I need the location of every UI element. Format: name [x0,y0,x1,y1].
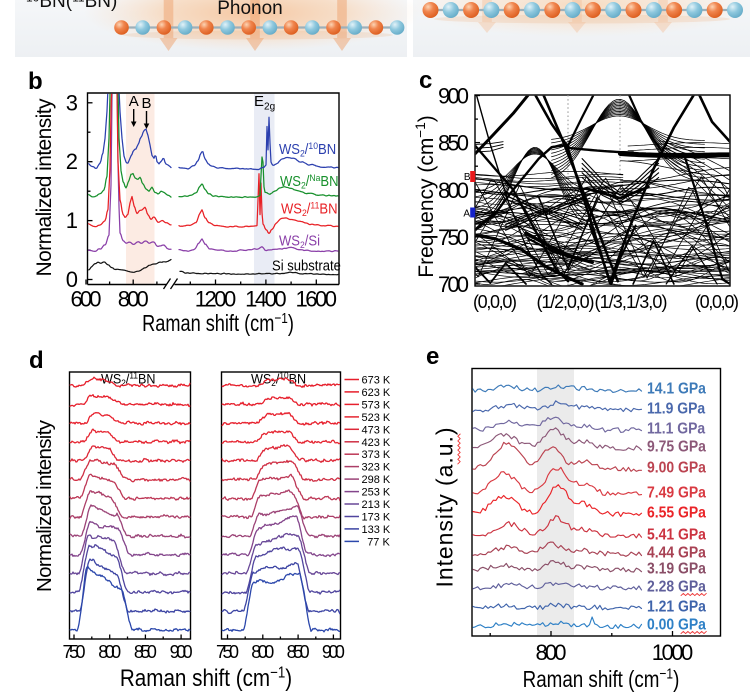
svg-text:523 K: 523 K [362,412,391,424]
svg-text:(0,0,0): (0,0,0) [695,292,739,312]
svg-text:800: 800 [536,640,567,665]
svg-text:Si substrate: Si substrate [272,258,341,274]
svg-text:Normalized intensity: Normalized intensity [33,98,56,277]
svg-text:900: 900 [170,642,193,662]
svg-text:2: 2 [66,149,78,174]
svg-text:573 K: 573 K [362,399,391,411]
svg-text:WS2/10BN: WS2/10BN [279,141,336,159]
svg-text:900: 900 [438,84,469,109]
svg-text:373 K: 373 K [362,449,391,461]
svg-text:3.19 GPa: 3.19 GPa [647,561,707,578]
svg-text:Raman shift (cm−1): Raman shift (cm−1) [523,665,680,692]
svg-text:850: 850 [287,642,310,662]
svg-text:A: A [463,209,470,220]
svg-text:900: 900 [322,642,345,662]
svg-text:1200: 1200 [195,287,237,312]
svg-text:750: 750 [216,642,239,662]
svg-text:6.55 GPa: 6.55 GPa [647,505,707,522]
svg-text:800: 800 [251,642,274,662]
svg-text:(1/3,1/3,0): (1/3,1/3,0) [595,292,668,312]
svg-text:800: 800 [98,642,121,662]
svg-text:1.21 GPa: 1.21 GPa [647,599,707,616]
svg-text:473 K: 473 K [362,424,391,436]
svg-text:Raman shift (cm−1): Raman shift (cm−1) [120,665,292,692]
svg-text:B: B [141,95,151,112]
svg-text:5.41 GPa: 5.41 GPa [647,527,707,544]
svg-text:14.1 GPa: 14.1 GPa [647,381,707,398]
svg-text:Phonon: Phonon [217,0,283,19]
svg-text:323 K: 323 K [362,462,391,474]
svg-text:750: 750 [63,642,86,662]
svg-text:133 K: 133 K [362,524,391,536]
svg-text:9.75 GPa: 9.75 GPa [647,439,707,456]
svg-text:Normalized intensity: Normalized intensity [33,419,56,592]
svg-text:(0,0,0): (0,0,0) [473,292,517,312]
svg-text:e: e [426,343,439,370]
svg-text:Frequency (cm−1): Frequency (cm−1) [413,115,438,277]
svg-text:Raman shift (cm−1): Raman shift (cm−1) [142,310,294,337]
svg-text:2.28 GPa: 2.28 GPa [647,579,707,596]
svg-text:423 K: 423 K [362,437,391,449]
svg-text:10BN(11BN): 10BN(11BN) [26,0,117,12]
svg-text:850: 850 [134,642,157,662]
svg-text:750: 750 [438,225,469,250]
svg-text:1000: 1000 [652,640,694,665]
svg-text:77 K: 77 K [367,536,390,548]
svg-text:213 K: 213 K [362,499,391,511]
svg-text:673 K: 673 K [362,375,391,387]
svg-text:700: 700 [438,272,469,297]
svg-text:WS2/11BN: WS2/11BN [281,200,337,218]
svg-text:1600: 1600 [296,287,338,312]
svg-text:WS2/NaBN: WS2/NaBN [280,173,339,191]
svg-text:600: 600 [71,287,102,312]
svg-text:850: 850 [438,131,469,156]
svg-text:253 K: 253 K [362,487,391,499]
svg-text:d: d [29,347,44,374]
svg-text:A: A [129,93,139,110]
svg-text:Intensity (a.u.): Intensity (a.u.) [432,428,458,588]
svg-text:1: 1 [66,208,78,233]
svg-text:c: c [419,67,432,94]
svg-text:800: 800 [118,287,149,312]
svg-text:623 K: 623 K [362,387,391,399]
svg-text:11.1 GPa: 11.1 GPa [647,421,706,438]
svg-text:11.9 GPa: 11.9 GPa [647,401,706,418]
svg-text:(1/2,0,0): (1/2,0,0) [537,292,595,312]
svg-text:1400: 1400 [245,287,287,312]
svg-text:4.44 GPa: 4.44 GPa [647,545,707,562]
svg-text:0.00 GPa: 0.00 GPa [647,617,707,634]
svg-text:0: 0 [66,267,78,292]
svg-text:800: 800 [438,178,469,203]
svg-text:9.00 GPa: 9.00 GPa [647,460,707,477]
svg-text:3: 3 [66,90,78,115]
svg-text:b: b [28,68,43,95]
svg-text:7.49 GPa: 7.49 GPa [647,485,707,502]
svg-text:173 K: 173 K [362,512,391,524]
svg-text:298 K: 298 K [362,474,391,486]
svg-text:B: B [464,172,471,183]
svg-text:WS2/Si: WS2/Si [279,233,320,250]
